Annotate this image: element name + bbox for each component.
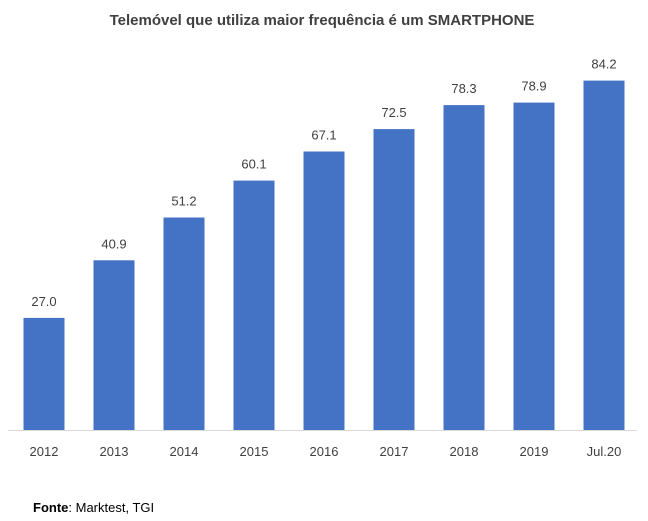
x-tick-label-2018: 2018 — [450, 444, 479, 459]
x-tick-labels-group: 2012 2013 2014 2015 2016 2017 2018 2019 Jul.20 — [30, 444, 622, 459]
bars-group — [23, 80, 625, 430]
data-label-Jul.20: 84.2 — [591, 57, 616, 72]
data-label-2012: 27.0 — [31, 294, 56, 309]
x-tick-label-2012: 2012 — [30, 444, 59, 459]
data-label-2016: 67.1 — [311, 128, 336, 143]
bar-2012 — [23, 317, 65, 430]
bar-2015 — [233, 180, 275, 430]
value-labels-group: 27.0 40.9 51.2 60.1 67.1 72.5 78.3 78.9 84.2 — [31, 57, 616, 309]
bar-2013 — [93, 260, 135, 430]
data-label-2013: 40.9 — [101, 236, 126, 251]
source-note: Fonte: Marktest, TGI — [33, 500, 154, 515]
bar-2016 — [303, 151, 345, 430]
x-tick-label-2016: 2016 — [310, 444, 339, 459]
source-label: Fonte — [33, 500, 69, 515]
data-label-2019: 78.9 — [521, 79, 546, 94]
bar-2019 — [513, 102, 555, 430]
bar-Jul.20 — [583, 80, 625, 430]
x-tick-label-2019: 2019 — [520, 444, 549, 459]
data-label-2015: 60.1 — [241, 157, 266, 172]
bar-2017 — [373, 129, 415, 430]
bar-2018 — [443, 105, 485, 430]
data-label-2018: 78.3 — [451, 81, 476, 96]
x-tick-label-Jul.20: Jul.20 — [587, 444, 622, 459]
chart-title: Telemóvel que utiliza maior frequência é… — [110, 12, 535, 29]
data-label-2017: 72.5 — [381, 105, 406, 120]
data-label-2014: 51.2 — [171, 194, 196, 209]
x-tick-label-2014: 2014 — [170, 444, 199, 459]
x-tick-label-2015: 2015 — [240, 444, 269, 459]
source-text: : Marktest, TGI — [68, 500, 155, 515]
bar-2014 — [163, 217, 205, 430]
x-tick-label-2013: 2013 — [100, 444, 129, 459]
x-tick-label-2017: 2017 — [380, 444, 409, 459]
